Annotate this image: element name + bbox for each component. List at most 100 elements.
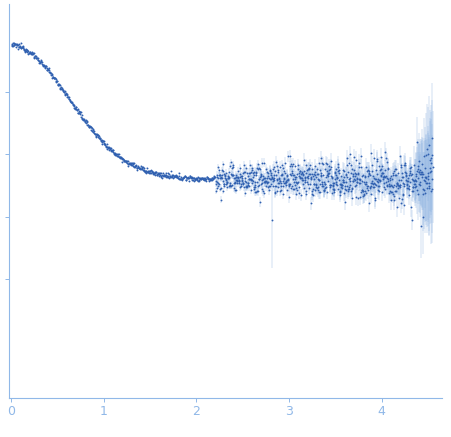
Point bbox=[115, 154, 123, 161]
Point bbox=[388, 188, 395, 195]
Point bbox=[225, 174, 232, 181]
Point bbox=[127, 160, 134, 167]
Point bbox=[93, 132, 100, 139]
Point bbox=[298, 170, 305, 177]
Point bbox=[383, 174, 391, 181]
Point bbox=[51, 75, 58, 82]
Point bbox=[364, 166, 372, 173]
Point bbox=[387, 177, 394, 184]
Point bbox=[118, 154, 125, 161]
Point bbox=[217, 172, 224, 179]
Point bbox=[246, 169, 253, 176]
Point bbox=[359, 192, 366, 199]
Point bbox=[147, 168, 154, 175]
Point bbox=[137, 165, 144, 172]
Point bbox=[107, 145, 115, 152]
Point bbox=[336, 177, 343, 184]
Point bbox=[410, 188, 417, 195]
Point bbox=[330, 185, 337, 192]
Point bbox=[196, 177, 203, 184]
Point bbox=[423, 174, 430, 181]
Point bbox=[75, 109, 82, 116]
Point bbox=[265, 173, 272, 180]
Point bbox=[242, 168, 249, 175]
Point bbox=[133, 165, 141, 172]
Point bbox=[265, 186, 272, 193]
Point bbox=[214, 179, 221, 186]
Point bbox=[384, 164, 391, 171]
Point bbox=[346, 174, 354, 181]
Point bbox=[316, 160, 323, 167]
Point bbox=[39, 61, 46, 68]
Point bbox=[76, 108, 83, 115]
Point bbox=[369, 172, 377, 179]
Point bbox=[198, 175, 205, 182]
Point bbox=[81, 117, 88, 124]
Point bbox=[40, 62, 47, 69]
Point bbox=[224, 178, 231, 185]
Point bbox=[398, 195, 405, 202]
Point bbox=[47, 70, 54, 77]
Point bbox=[251, 168, 258, 175]
Point bbox=[45, 65, 52, 72]
Point bbox=[185, 177, 193, 184]
Point bbox=[12, 41, 19, 48]
Point bbox=[219, 166, 226, 173]
Point bbox=[310, 185, 317, 192]
Point bbox=[294, 165, 301, 172]
Point bbox=[308, 176, 315, 183]
Point bbox=[76, 110, 83, 117]
Point bbox=[318, 173, 325, 180]
Point bbox=[27, 49, 34, 55]
Point bbox=[309, 192, 317, 199]
Point bbox=[201, 176, 208, 183]
Point bbox=[67, 97, 74, 104]
Point bbox=[142, 168, 149, 175]
Point bbox=[384, 183, 391, 190]
Point bbox=[400, 180, 407, 187]
Point bbox=[58, 84, 65, 91]
Point bbox=[200, 176, 207, 183]
Point bbox=[250, 186, 258, 193]
Point bbox=[347, 188, 354, 195]
Point bbox=[284, 172, 291, 179]
Point bbox=[428, 186, 435, 193]
Point bbox=[380, 174, 387, 181]
Point bbox=[327, 165, 334, 172]
Point bbox=[167, 173, 174, 180]
Point bbox=[298, 175, 305, 182]
Point bbox=[236, 184, 243, 191]
Point bbox=[229, 161, 236, 168]
Point bbox=[337, 181, 344, 188]
Point bbox=[423, 184, 431, 191]
Point bbox=[270, 174, 277, 181]
Point bbox=[359, 177, 366, 184]
Point bbox=[115, 150, 122, 157]
Point bbox=[138, 166, 146, 173]
Point bbox=[286, 170, 294, 177]
Point bbox=[142, 167, 149, 174]
Point bbox=[121, 157, 129, 164]
Point bbox=[342, 179, 349, 186]
Point bbox=[88, 128, 96, 135]
Point bbox=[256, 181, 263, 188]
Point bbox=[141, 169, 148, 176]
Point bbox=[418, 170, 425, 177]
Point bbox=[258, 171, 265, 178]
Point bbox=[311, 180, 318, 187]
Point bbox=[267, 176, 275, 183]
Point bbox=[426, 164, 433, 171]
Point bbox=[418, 170, 425, 177]
Point bbox=[313, 184, 321, 191]
Point bbox=[429, 163, 436, 170]
Point bbox=[416, 179, 423, 186]
Point bbox=[91, 129, 98, 136]
Point bbox=[338, 181, 345, 188]
Point bbox=[193, 176, 200, 183]
Point bbox=[342, 183, 349, 190]
Point bbox=[358, 153, 365, 160]
Point bbox=[202, 178, 210, 185]
Point bbox=[217, 184, 225, 191]
Point bbox=[389, 169, 396, 176]
Point bbox=[75, 107, 83, 114]
